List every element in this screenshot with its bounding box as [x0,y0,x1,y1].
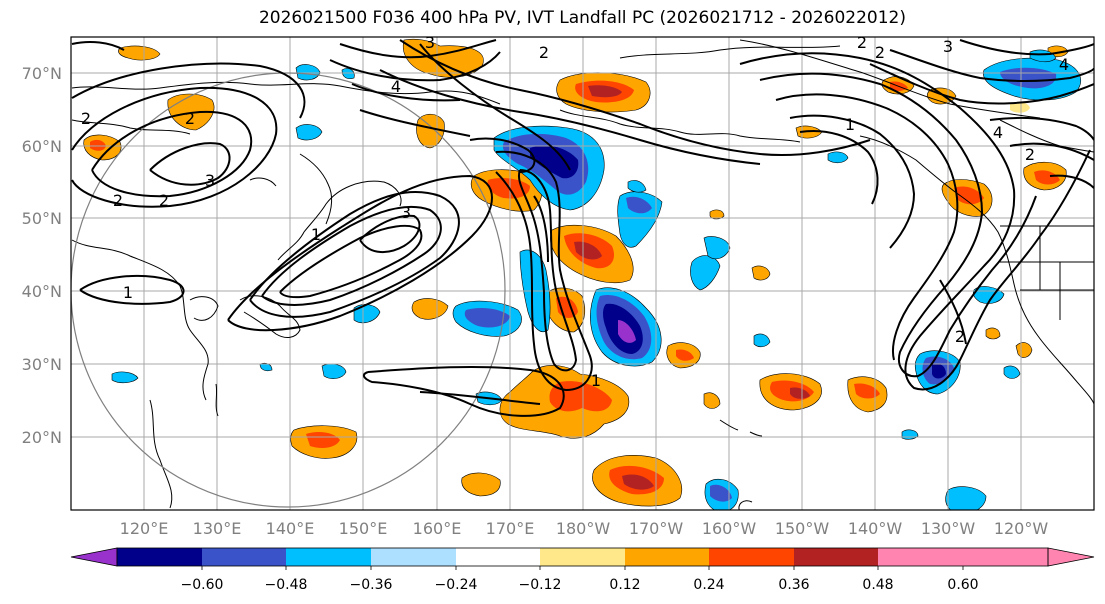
lat-label: 70°N [22,64,62,83]
contour-label: 2 [875,43,885,62]
colorbar-extend-min [70,547,118,567]
latitude-labels: 70°N 60°N 50°N 40°N 30°N 20°N [22,64,62,447]
colorbar-segment [878,548,963,566]
contour-label: 2 [185,109,195,128]
lon-label: 150°W [775,519,830,538]
contour-label: 2 [1025,145,1035,164]
colorbar-segment [456,548,540,566]
contour-label: 2 [857,33,867,52]
lon-label: 130°E [193,519,242,538]
lon-label: 130°W [921,519,976,538]
colorbar-segment [117,548,202,566]
lon-label: 160°E [413,519,462,538]
colorbar-segment [202,548,286,566]
longitude-labels: 120°E 130°E 140°E 150°E 160°E 170°E 180°… [120,519,1049,538]
colorbar-segment [371,548,456,566]
lon-label: 140°W [848,519,903,538]
colorbar-segment [963,548,1048,566]
lon-label: 160°W [702,519,757,538]
lon-label: 170°W [629,519,684,538]
lon-label: 140°E [266,519,315,538]
contour-label: 1 [311,225,321,244]
colorbar-segment [709,548,794,566]
contour-label: 4 [391,77,401,96]
colorbar-tick-label: 0.12 [609,577,640,593]
lat-label: 60°N [22,137,62,156]
colorbar: −0.60 −0.48 −0.36 −0.24 −0.12 0.12 0.24 … [70,547,1095,593]
contour-label: 3 [205,171,215,190]
lat-label: 40°N [22,282,62,301]
contour-label: 4 [1059,55,1069,74]
map-title: 2026021500 F036 400 hPa PV, IVT Landfall… [258,8,906,28]
contour-label: 4 [993,123,1003,142]
colorbar-tick-label: −0.48 [265,577,308,593]
colorbar-tick-label: 0.24 [693,577,724,593]
contour-label: 2 [81,109,91,128]
contour-label: 1 [845,115,855,134]
colorbar-tick-label: −0.60 [181,577,224,593]
colorbar-tick-label: 0.48 [862,577,893,593]
colorbar-tick-label: −0.36 [350,577,393,593]
radius-circle [71,72,506,508]
colorbar-segment [794,548,878,566]
lon-label: 120°W [994,519,1049,538]
contour-label: 2 [955,327,965,346]
lat-label: 20°N [22,428,62,447]
colorbar-tick-label: 0.36 [778,577,809,593]
colorbar-tick-label: 0.60 [947,577,978,593]
contour-label: 3 [425,33,435,52]
colorbar-tick-label: −0.12 [519,577,562,593]
colorbar-segment [540,548,625,566]
pv-contours [71,39,1094,417]
contour-label: 1 [591,371,601,390]
colorbar-tick-label: −0.24 [435,577,478,593]
contour-label: 2 [113,191,123,210]
lon-label: 150°E [339,519,388,538]
lon-label: 120°E [120,519,169,538]
contour-label: 2 [159,191,169,210]
map-border [70,36,1095,511]
contour-label: 3 [943,37,953,56]
colorbar-segment [625,548,709,566]
lon-label: 180°W [556,519,611,538]
contour-label: 2 [539,43,549,62]
lon-label: 170°E [486,519,535,538]
contour-label: 3 [401,203,411,222]
lat-label: 50°N [22,209,62,228]
lat-label: 30°N [22,355,62,374]
colorbar-extend-max [1047,547,1095,567]
contour-labels: 2 2 3 3 4 2 2 1 1 3 1 2 2 2 3 4 4 2 2 1 [81,33,1069,390]
contour-label: 1 [123,283,133,302]
colorbar-segment [286,548,371,566]
